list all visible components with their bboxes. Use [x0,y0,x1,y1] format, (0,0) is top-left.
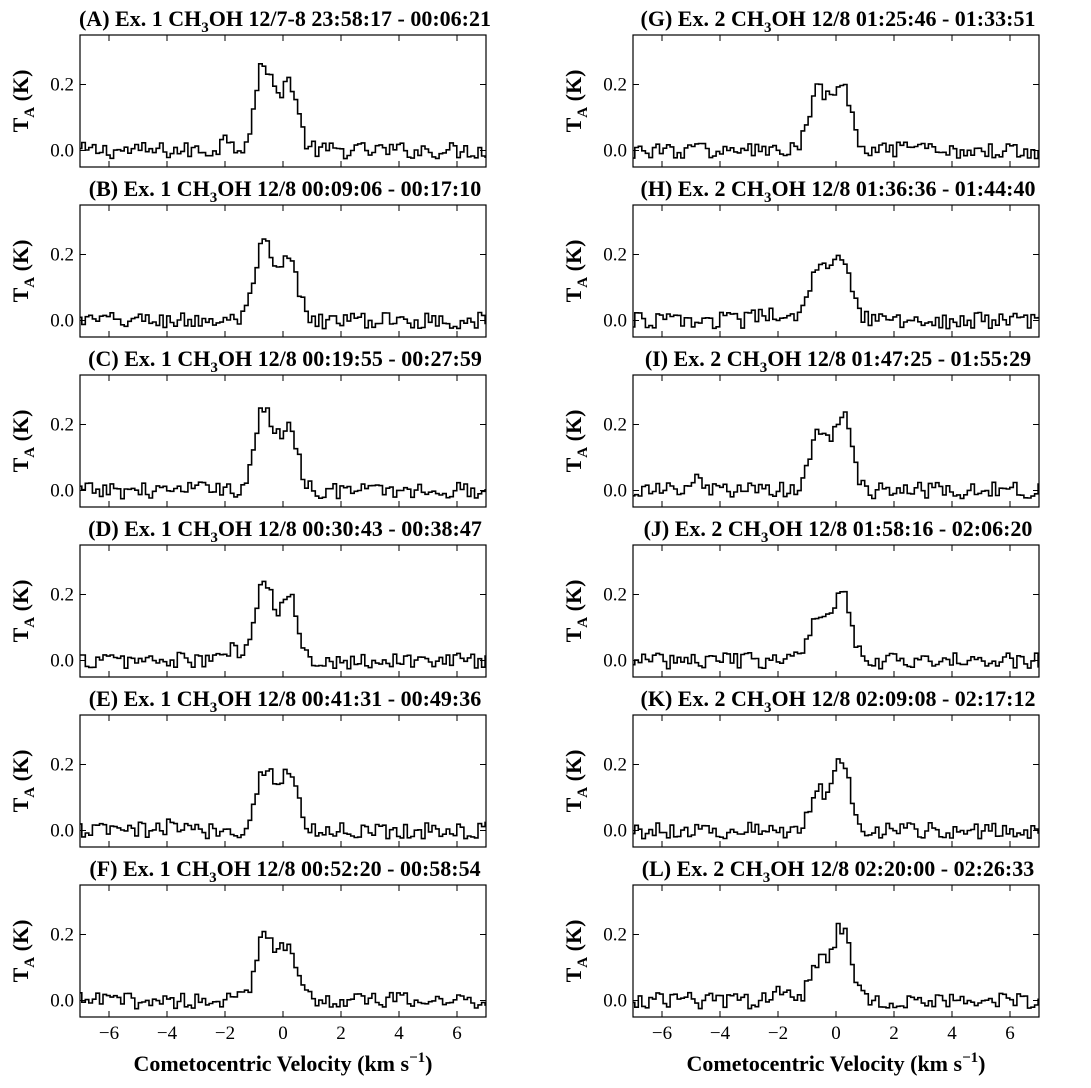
panel-title: (F) Ex. 1 CH3OH 12/8 00:52:20 - 00:58:54 [89,856,480,886]
y-tick-label: 0.2 [603,925,627,946]
spectrum-series [80,407,486,500]
axes-frame [632,374,1040,508]
panel-title: (K) Ex. 2 CH3OH 12/8 02:09:08 - 02:17:12 [641,686,1036,716]
y-axis-label: TA (K) [561,750,591,813]
axes-frame [79,374,487,508]
spectrum-series [80,63,486,160]
spectrum-series [80,768,486,840]
spectrum-series [80,930,486,1010]
spectrum-series [633,922,1039,1010]
y-tick-label: 0.0 [50,311,74,332]
panel-title: (A) Ex. 1 CH3OH 12/7-8 23:58:17 - 00:06:… [79,6,491,36]
y-tick-label: 0.0 [603,821,627,842]
y-axis-label: TA (K) [561,410,591,473]
y-tick-label: 0.0 [603,991,627,1012]
y-tick-label: 0.2 [50,245,74,266]
x-tick-label: −6 [99,1023,119,1044]
y-tick-label: 0.2 [603,415,627,436]
y-axis-label: TA (K) [561,70,591,133]
x-tick-label: 2 [889,1023,899,1044]
x-tick-label: 6 [1005,1023,1015,1044]
y-tick-label: 0.2 [603,245,627,266]
y-tick-label: 0.0 [50,991,74,1012]
y-tick-label: 0.2 [50,925,74,946]
panel-i: (I) Ex. 2 CH3OH 12/8 01:47:25 - 01:55:29… [561,346,1040,508]
panel-title: (J) Ex. 2 CH3OH 12/8 01:58:16 - 02:06:20 [644,516,1033,546]
panel-f: (F) Ex. 1 CH3OH 12/8 00:52:20 - 00:58:54… [8,856,487,1076]
x-tick-label: 6 [452,1023,462,1044]
axes-frame [632,884,1040,1018]
y-axis-label: TA (K) [8,750,38,813]
x-tick-label: −2 [215,1023,235,1044]
spectrum-series [633,254,1039,330]
x-tick-label: −6 [652,1023,672,1044]
panel-title: (E) Ex. 1 CH3OH 12/8 00:41:31 - 00:49:36 [89,686,481,716]
y-axis-label: TA (K) [8,410,38,473]
x-tick-label: 2 [336,1023,346,1044]
spectrum-series [80,580,486,670]
x-tick-label: −4 [710,1023,731,1044]
panel-title: (C) Ex. 1 CH3OH 12/8 00:19:55 - 00:27:59 [88,346,482,376]
y-axis-label: TA (K) [561,920,591,983]
panel-g: (G) Ex. 2 CH3OH 12/8 01:25:46 - 01:33:51… [561,6,1040,168]
x-tick-label: 4 [394,1023,404,1044]
y-tick-label: 0.0 [603,481,627,502]
spectrum-series [633,83,1039,160]
y-axis-label: TA (K) [561,580,591,643]
spectrum-series [633,411,1039,500]
panel-title: (L) Ex. 2 CH3OH 12/8 02:20:00 - 02:26:33 [642,856,1034,886]
y-axis-label: TA (K) [8,580,38,643]
y-tick-label: 0.0 [50,821,74,842]
y-axis-label: TA (K) [8,70,38,133]
x-tick-label: 4 [947,1023,957,1044]
y-tick-label: 0.2 [50,75,74,96]
panel-title: (I) Ex. 2 CH3OH 12/8 01:47:25 - 01:55:29 [645,346,1031,376]
y-tick-label: 0.0 [603,311,627,332]
panel-k: (K) Ex. 2 CH3OH 12/8 02:09:08 - 02:17:12… [561,686,1040,848]
y-tick-label: 0.2 [603,75,627,96]
panel-title: (D) Ex. 1 CH3OH 12/8 00:30:43 - 00:38:47 [88,516,482,546]
spectrum-series [633,590,1039,670]
panel-title: (B) Ex. 1 CH3OH 12/8 00:09:06 - 00:17:10 [89,176,481,206]
axes-frame [632,204,1040,338]
y-tick-label: 0.2 [50,585,74,606]
panel-b: (B) Ex. 1 CH3OH 12/8 00:09:06 - 00:17:10… [8,176,487,338]
x-tick-label: −2 [768,1023,788,1044]
y-axis-label: TA (K) [561,240,591,303]
panel-a: (A) Ex. 1 CH3OH 12/7-8 23:58:17 - 00:06:… [8,6,491,168]
panel-h: (H) Ex. 2 CH3OH 12/8 01:36:36 - 01:44:40… [561,176,1040,338]
x-tick-label: 0 [278,1023,288,1044]
y-tick-label: 0.2 [603,755,627,776]
panel-title: (H) Ex. 2 CH3OH 12/8 01:36:36 - 01:44:40 [641,176,1036,206]
y-tick-label: 0.2 [603,585,627,606]
panel-d: (D) Ex. 1 CH3OH 12/8 00:30:43 - 00:38:47… [8,516,487,678]
y-tick-label: 0.0 [603,141,627,162]
y-tick-label: 0.2 [50,415,74,436]
y-tick-label: 0.0 [603,651,627,672]
spectrum-series [633,758,1039,840]
y-tick-label: 0.0 [50,651,74,672]
panel-j: (J) Ex. 2 CH3OH 12/8 01:58:16 - 02:06:20… [561,516,1040,678]
y-tick-label: 0.0 [50,141,74,162]
y-tick-label: 0.2 [50,755,74,776]
panel-l: (L) Ex. 2 CH3OH 12/8 02:20:00 - 02:26:33… [561,856,1040,1076]
y-axis-label: TA (K) [8,920,38,983]
x-tick-label: 0 [831,1023,841,1044]
x-tick-label: −4 [157,1023,178,1044]
y-axis-label: TA (K) [8,240,38,303]
panel-e: (E) Ex. 1 CH3OH 12/8 00:41:31 - 00:49:36… [8,686,487,848]
y-tick-label: 0.0 [50,481,74,502]
x-axis-label: Cometocentric Velocity (km s−1) [687,1050,986,1076]
x-axis-label: Cometocentric Velocity (km s−1) [134,1050,433,1076]
spectrum-series [80,238,486,330]
panel-title: (G) Ex. 2 CH3OH 12/8 01:25:46 - 01:33:51 [641,6,1036,36]
panel-c: (C) Ex. 1 CH3OH 12/8 00:19:55 - 00:27:59… [8,346,487,508]
